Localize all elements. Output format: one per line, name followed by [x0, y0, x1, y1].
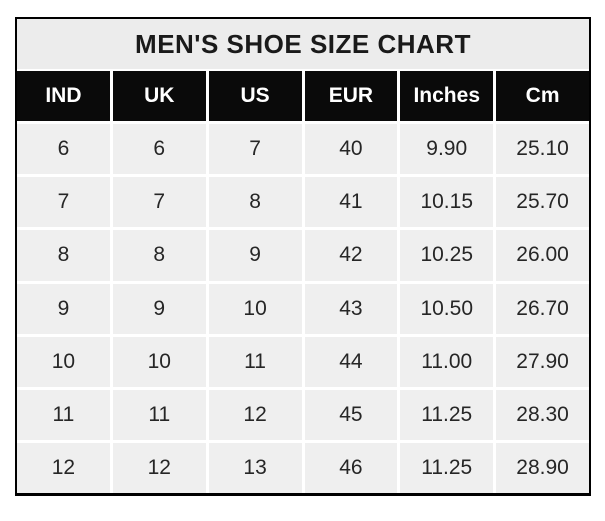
table-cell: 28.30: [496, 389, 589, 440]
table-cell: 12: [17, 442, 110, 493]
size-table-grid: IND UK US EUR Inches Cm 6 6 7 40 9.90 25.10 7 7 8 41 10.…: [17, 71, 589, 493]
table-cell: 11: [17, 389, 110, 440]
table-cell: 7: [208, 124, 302, 175]
table-cell: 6: [17, 124, 110, 175]
shoe-size-chart: MEN'S SHOE SIZE CHART IND UK US EUR Inches Cm…: [15, 17, 591, 496]
table-cell: 12: [112, 442, 206, 493]
table-cell: 9: [17, 283, 110, 334]
table-cell: 9.90: [400, 124, 494, 175]
column-header-ind: IND: [17, 71, 110, 122]
table-cell: 11.25: [400, 442, 494, 493]
table-cell: 28.90: [496, 442, 589, 493]
table-cell: 42: [304, 230, 398, 281]
table-cell: 7: [17, 177, 110, 228]
column-header-inches: Inches: [400, 71, 494, 122]
table-cell: 26.00: [496, 230, 589, 281]
table-cell: 6: [112, 124, 206, 175]
table-cell: 10.50: [400, 283, 494, 334]
table-cell: 26.70: [496, 283, 589, 334]
table-cell: 8: [17, 230, 110, 281]
table-cell: 8: [208, 177, 302, 228]
table-cell: 46: [304, 442, 398, 493]
table-cell: 11: [112, 389, 206, 440]
table-cell: 25.70: [496, 177, 589, 228]
table-cell: 45: [304, 389, 398, 440]
table-cell: 43: [304, 283, 398, 334]
table-cell: 7: [112, 177, 206, 228]
table-cell: 44: [304, 336, 398, 387]
table-cell: 13: [208, 442, 302, 493]
column-header-cm: Cm: [496, 71, 589, 122]
table-cell: 27.90: [496, 336, 589, 387]
table-cell: 11.25: [400, 389, 494, 440]
table-cell: 40: [304, 124, 398, 175]
table-cell: 25.10: [496, 124, 589, 175]
table-cell: 10: [208, 283, 302, 334]
table-cell: 8: [112, 230, 206, 281]
table-cell: 41: [304, 177, 398, 228]
table-cell: 9: [208, 230, 302, 281]
table-cell: 10.15: [400, 177, 494, 228]
column-header-us: US: [208, 71, 302, 122]
table-cell: 9: [112, 283, 206, 334]
chart-title: MEN'S SHOE SIZE CHART: [17, 19, 589, 69]
column-header-eur: EUR: [304, 71, 398, 122]
table-cell: 10: [17, 336, 110, 387]
table-cell: 12: [208, 389, 302, 440]
table-cell: 10: [112, 336, 206, 387]
table-cell: 10.25: [400, 230, 494, 281]
table-cell: 11.00: [400, 336, 494, 387]
column-header-uk: UK: [112, 71, 206, 122]
table-cell: 11: [208, 336, 302, 387]
